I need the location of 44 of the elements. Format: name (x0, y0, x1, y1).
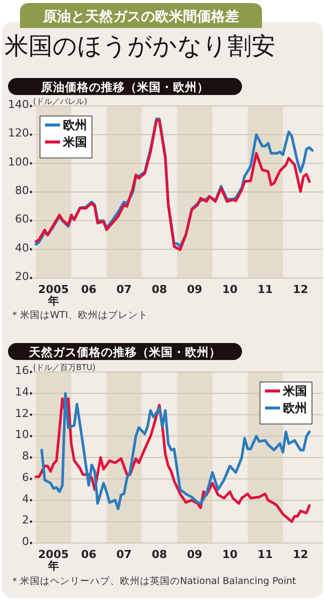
y-tick-label: 40 (15, 241, 29, 254)
y-tick-label: 2 (22, 514, 29, 527)
x-tick-label: 2005 年 (38, 283, 69, 308)
x-tick-label: 12 (292, 548, 308, 561)
x-tick-label: 12 (292, 283, 308, 296)
y-tick-label: 6 (22, 470, 29, 484)
y-tick-label: 16 (15, 364, 29, 377)
legend-label: 欧州 (283, 401, 307, 415)
x-tick-label: 10 (222, 283, 238, 296)
x-tick-label: 2005 年 (38, 548, 69, 573)
x-tick-label: 09 (186, 283, 202, 296)
x-tick-label: 09 (186, 548, 202, 561)
text: ＊米国はWTI、欧州はブレント (10, 309, 148, 321)
x-tick-label: 06 (81, 283, 97, 296)
y-tick-label: 10 (15, 428, 29, 442)
x-tick-label: 08 (152, 548, 168, 561)
text: 原油と天然ガスの欧米間価格差 (42, 9, 239, 25)
x-tick-label: 07 (116, 283, 132, 296)
y-tick-label: 4 (22, 492, 29, 506)
y-tick-label: 8 (22, 450, 29, 462)
chart-title: 天然ガス価格の推移（米国・欧州） (28, 345, 221, 359)
x-tick-label: 07 (116, 548, 132, 561)
y-tick-label: 100 (8, 155, 29, 168)
text: ＊米国はヘンリーハブ、欧州は英国のNational Balancing Point (10, 575, 296, 587)
x-tick-label: 10 (222, 548, 238, 561)
y-axis-title: (ドル／百万BTU) (33, 363, 96, 372)
chart-title: 原油価格の推移（米国・欧州） (40, 80, 209, 94)
y-tick-label: 20 (15, 270, 29, 283)
y-axis-title: (ドル／バレル) (33, 97, 88, 106)
y-tick-label: 12 (15, 406, 29, 420)
text: 米国のほうがかなり割安 (4, 32, 276, 60)
y-tick-label: 14 (15, 385, 29, 398)
x-tick-label: 08 (152, 283, 168, 296)
legend-label: 米国 (282, 384, 307, 398)
y-tick-label: 120 (8, 126, 29, 140)
y-tick-label: 60 (15, 212, 29, 226)
x-tick-label: 11 (257, 283, 273, 296)
x-tick-label: 06 (81, 548, 97, 561)
x-tick-label: 11 (257, 548, 273, 561)
y-tick-label: 140 (8, 98, 29, 111)
y-tick-label: 80 (15, 184, 29, 197)
y-tick-label: 0 (22, 535, 29, 548)
legend-label: 米国 (62, 135, 87, 149)
legend-label: 欧州 (63, 118, 87, 132)
